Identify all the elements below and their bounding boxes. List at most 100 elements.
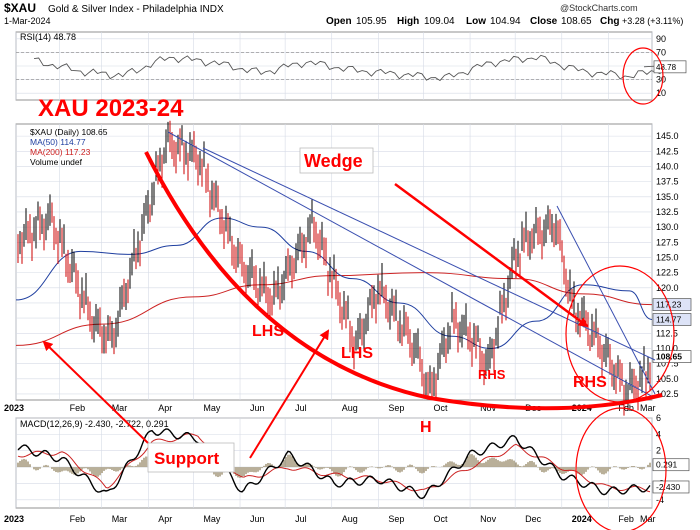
x-tick-label-top: Mar: [640, 403, 656, 413]
bowl-curve: [144, 151, 663, 411]
x-tick-label-bottom: Feb: [70, 514, 86, 524]
high-label: High: [397, 16, 419, 27]
price-legend-0: $XAU (Daily) 108.65: [30, 127, 108, 137]
header-date: 1-Mar-2024: [4, 16, 51, 26]
macd-last-box: [652, 458, 690, 472]
rsi-legend: RSI(14) 48.78: [20, 32, 76, 42]
x-tick-label-top: May: [203, 403, 221, 413]
ohlc-readout: Open 105.95 High 109.04 Low 104.94 Close…: [326, 16, 683, 27]
x-tick-label-bottom: May: [203, 514, 221, 524]
price-tick-label: 142.5: [656, 146, 679, 156]
price-tick-label: 120.0: [656, 283, 679, 293]
price-tick-label: 105.0: [656, 374, 679, 384]
price-tick-label: 140.0: [656, 161, 679, 171]
wedge-right-line: [556, 205, 656, 395]
x-tick-label-bottom: 2023: [4, 514, 24, 524]
macd-last-value: 0.291: [656, 460, 678, 470]
downtrend-arrow: [394, 182, 589, 328]
x-tick-label-bottom: Feb: [618, 514, 634, 524]
price-tick-label: 132.5: [656, 207, 679, 217]
support-label: Support: [154, 449, 219, 468]
price-tick-label: 127.5: [656, 237, 679, 247]
x-tick-label-bottom: Dec: [525, 514, 542, 524]
x-tick-label-top: 2023: [4, 403, 24, 413]
support-label-box: [147, 442, 235, 473]
annotation-title: XAU 2023-24: [38, 95, 184, 122]
x-tick-label-top: Nov: [480, 403, 497, 413]
low-label: Low: [466, 16, 486, 27]
macd-tick-label: 6: [656, 413, 661, 423]
high-value: 109.04: [424, 16, 455, 27]
symbol: $XAU: [4, 1, 36, 15]
price-tick-label: 110.0: [656, 343, 678, 353]
price-tick-label: 102.5: [656, 389, 679, 399]
price-last-value: 114.77: [656, 315, 682, 325]
rsi-last-value: 48.78: [656, 63, 677, 72]
x-tick-label-top: Apr: [158, 403, 172, 413]
x-tick-label-bottom: Sep: [388, 514, 404, 524]
close-value: 108.65: [561, 16, 592, 27]
rhs-label-big: RHS: [573, 374, 607, 391]
price-tick-label: 130.0: [656, 222, 679, 232]
price-tick-label: 107.5: [656, 359, 679, 369]
price-panel: 145.0 142.5 140.0 137.5 135.0 132.5 130.0 127.5…: [15, 120, 692, 416]
support-arrow-left: [42, 340, 149, 444]
price-tick-label: 122.5: [656, 268, 679, 278]
x-tick-label-bottom: Jun: [250, 514, 265, 524]
x-tick-label-bottom: Mar: [112, 514, 128, 524]
rhs-label-small: RHS: [478, 367, 506, 382]
macd-tick-label: 2: [656, 446, 661, 456]
x-tick-label-top: Aug: [342, 403, 358, 413]
x-tick-label-bottom: Aug: [342, 514, 358, 524]
price-tick-label: 137.5: [656, 177, 679, 187]
price-last-box: [652, 298, 692, 311]
macd-frame: [15, 417, 653, 509]
x-tick-label-bottom: Apr: [158, 514, 172, 524]
macd-circle: [575, 407, 667, 530]
x-axis: 2023 2023 Feb Feb Mar Mar Apr Apr May May Jun Jun Ju…: [4, 403, 656, 524]
price-last-value: 108.65: [656, 352, 682, 362]
price-legend-3: Volume undef: [30, 157, 83, 167]
watermark: @StockCharts.com: [560, 3, 638, 13]
x-tick-label-top: Jul: [295, 403, 307, 413]
open-value: 105.95: [356, 16, 387, 27]
chg-label: Chg: [600, 16, 619, 27]
x-tick-label-bottom: Mar: [640, 514, 656, 524]
rsi-line: [33, 54, 669, 82]
rsi-circle: [622, 47, 664, 105]
x-tick-label-bottom: 2024: [572, 514, 592, 524]
x-tick-label-top: Feb: [70, 403, 86, 413]
support-arrow-right: [249, 329, 330, 459]
wedge-label-box: [299, 147, 374, 174]
x-tick-label-top: Oct: [433, 403, 448, 413]
chg-value: +3.28 (+3.11%): [622, 16, 683, 26]
annotation-layer: XAU 2023-24 Wedge LHS LHS H RHS RHS Supp…: [38, 47, 675, 530]
x-tick-label-bottom: Oct: [433, 514, 448, 524]
price-legend-2: MA(200) 117.23: [30, 147, 91, 157]
x-tick-label-bottom: Jul: [295, 514, 307, 524]
price-circle: [565, 265, 675, 403]
macd-last-box: [652, 480, 690, 494]
macd-line: [17, 428, 651, 500]
close-label: Close: [530, 16, 558, 27]
price-legend-1: MA(50) 114.77: [30, 137, 86, 147]
price-tick-label: 145.0: [656, 131, 679, 141]
macd-legend: MACD(12,26,9) -2.430, -2.722, 0.291: [20, 419, 169, 429]
wedge-label: Wedge: [304, 151, 363, 171]
index-name: Gold & Silver Index - Philadelphia INDX: [48, 4, 224, 15]
rsi-tick-label: 30: [656, 75, 666, 85]
x-tick-label-top: Jun: [250, 403, 265, 413]
price-tick-label: 135.0: [656, 192, 679, 202]
lhs-label-2: LHS: [341, 345, 373, 362]
price-tick-label: 125.0: [656, 252, 679, 262]
wedge-upper-line: [167, 131, 656, 399]
x-tick-label-top: Mar: [112, 403, 128, 413]
price-bars: [17, 120, 651, 416]
rsi-tick-label: 10: [656, 88, 666, 98]
x-tick-label-top: Sep: [388, 403, 404, 413]
price-tick-label: 112.5: [656, 328, 678, 338]
head-label: H: [420, 419, 432, 436]
rsi-tick-label: 70: [656, 47, 666, 57]
